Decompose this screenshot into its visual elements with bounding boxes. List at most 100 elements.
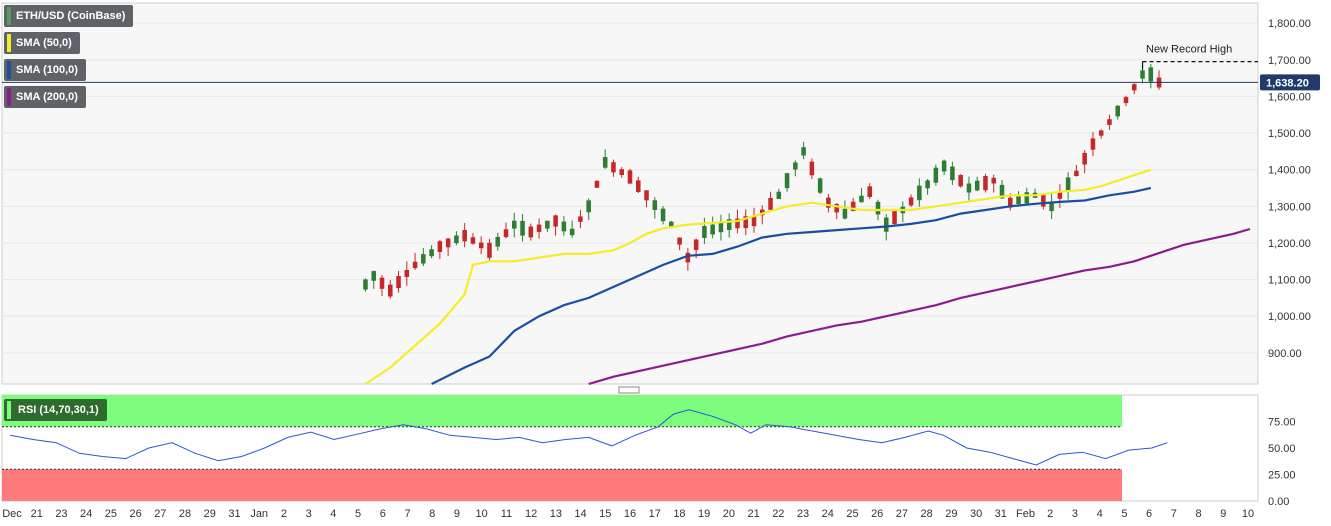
bullish-candle[interactable]	[429, 249, 434, 257]
sma200-line[interactable]	[588, 227, 1251, 386]
bearish-candle[interactable]	[1131, 84, 1137, 91]
bullish-candle[interactable]	[817, 178, 823, 193]
bullish-candle[interactable]	[842, 208, 848, 219]
bullish-candle[interactable]	[710, 224, 715, 235]
legend-sma100[interactable]: SMA (100,0)	[4, 59, 86, 81]
bullish-candle[interactable]	[569, 228, 575, 236]
bearish-candle[interactable]	[809, 161, 815, 176]
bullish-candle[interactable]	[726, 219, 732, 230]
bullish-candle[interactable]	[1148, 67, 1154, 82]
bullish-candle[interactable]	[421, 254, 426, 264]
bullish-candle[interactable]	[793, 162, 798, 170]
bearish-candle[interactable]	[619, 169, 625, 176]
bearish-candle[interactable]	[768, 197, 773, 210]
bullish-candle[interactable]	[859, 195, 864, 203]
bearish-candle[interactable]	[553, 215, 558, 227]
legend-rsi[interactable]: RSI (14,70,30,1)	[4, 399, 107, 421]
bullish-candle[interactable]	[1016, 196, 1021, 205]
bullish-candle[interactable]	[875, 201, 881, 215]
bullish-candle[interactable]	[966, 183, 972, 193]
bearish-candle[interactable]	[743, 216, 749, 229]
bearish-candle[interactable]	[470, 237, 476, 244]
bullish-candle[interactable]	[801, 147, 806, 156]
bearish-candle[interactable]	[635, 180, 641, 192]
bearish-candle[interactable]	[594, 180, 600, 188]
bearish-candle[interactable]	[396, 276, 401, 289]
bearish-candle[interactable]	[1074, 170, 1079, 177]
bullish-candle[interactable]	[454, 235, 459, 244]
bearish-candle[interactable]	[462, 229, 467, 242]
bullish-candle[interactable]	[941, 160, 947, 172]
bullish-candle[interactable]	[1115, 105, 1121, 117]
bullish-candle[interactable]	[652, 200, 658, 210]
sma100-line[interactable]	[431, 186, 1152, 385]
bullish-candle[interactable]	[933, 167, 939, 183]
bullish-candle[interactable]	[999, 184, 1005, 199]
sma50-line[interactable]	[364, 168, 1152, 385]
bullish-candle[interactable]	[561, 221, 567, 232]
bearish-candle[interactable]	[611, 162, 616, 173]
bearish-candle[interactable]	[1107, 119, 1112, 125]
bullish-candle[interactable]	[974, 180, 980, 191]
rsi-line[interactable]	[9, 409, 1168, 466]
bullish-candle[interactable]	[511, 220, 517, 229]
bearish-candle[interactable]	[1090, 138, 1096, 150]
bullish-candle[interactable]	[702, 226, 707, 238]
bearish-candle[interactable]	[1057, 191, 1063, 199]
legend-sma50[interactable]: SMA (50,0)	[4, 32, 80, 54]
bearish-candle[interactable]	[478, 242, 484, 249]
bearish-candle[interactable]	[644, 190, 649, 201]
bullish-candle[interactable]	[545, 220, 550, 229]
bullish-candle[interactable]	[660, 208, 666, 222]
bearish-candle[interactable]	[677, 237, 682, 245]
legend-main-series[interactable]: ETH/USD (CoinBase)	[4, 5, 134, 27]
bearish-candle[interactable]	[685, 252, 691, 263]
bearish-candle[interactable]	[1082, 152, 1087, 165]
bearish-candle[interactable]	[379, 277, 385, 289]
bearish-candle[interactable]	[536, 224, 542, 232]
bearish-candle[interactable]	[958, 174, 963, 187]
bearish-candle[interactable]	[1123, 97, 1129, 104]
bearish-candle[interactable]	[867, 186, 873, 197]
bullish-candle[interactable]	[1024, 192, 1030, 204]
bearish-candle[interactable]	[404, 270, 410, 277]
bearish-candle[interactable]	[1007, 197, 1013, 208]
bearish-candle[interactable]	[850, 201, 856, 211]
bearish-candle[interactable]	[693, 239, 699, 251]
bullish-candle[interactable]	[925, 180, 930, 189]
bearish-candle[interactable]	[759, 209, 765, 216]
bearish-candle[interactable]	[1098, 130, 1104, 136]
bearish-candle[interactable]	[908, 197, 914, 206]
bullish-candle[interactable]	[495, 236, 501, 247]
bearish-candle[interactable]	[487, 242, 492, 258]
bearish-candle[interactable]	[751, 215, 757, 227]
bullish-candle[interactable]	[363, 279, 368, 290]
bullish-candle[interactable]	[718, 221, 724, 233]
bearish-candle[interactable]	[412, 261, 418, 269]
bearish-candle[interactable]	[826, 197, 831, 208]
bullish-candle[interactable]	[917, 185, 922, 201]
bullish-candle[interactable]	[784, 173, 790, 189]
bullish-candle[interactable]	[950, 166, 955, 181]
bullish-candle[interactable]	[520, 220, 525, 236]
bearish-candle[interactable]	[892, 210, 897, 224]
bullish-candle[interactable]	[669, 221, 674, 228]
bearish-candle[interactable]	[387, 284, 393, 297]
bullish-candle[interactable]	[1049, 201, 1054, 212]
bullish-candle[interactable]	[1065, 177, 1071, 192]
bearish-candle[interactable]	[528, 226, 534, 238]
bearish-candle[interactable]	[578, 216, 583, 222]
bearish-candle[interactable]	[445, 238, 451, 248]
bullish-candle[interactable]	[883, 217, 889, 232]
bullish-candle[interactable]	[776, 191, 782, 199]
bearish-candle[interactable]	[834, 203, 839, 213]
bearish-candle[interactable]	[983, 175, 988, 191]
bullish-candle[interactable]	[586, 200, 591, 213]
bearish-candle[interactable]	[1041, 195, 1046, 207]
bearish-candle[interactable]	[991, 177, 997, 184]
legend-sma200[interactable]: SMA (200,0)	[4, 86, 86, 108]
bearish-candle[interactable]	[627, 170, 633, 184]
bearish-candle[interactable]	[503, 229, 509, 238]
bullish-candle[interactable]	[602, 157, 608, 168]
